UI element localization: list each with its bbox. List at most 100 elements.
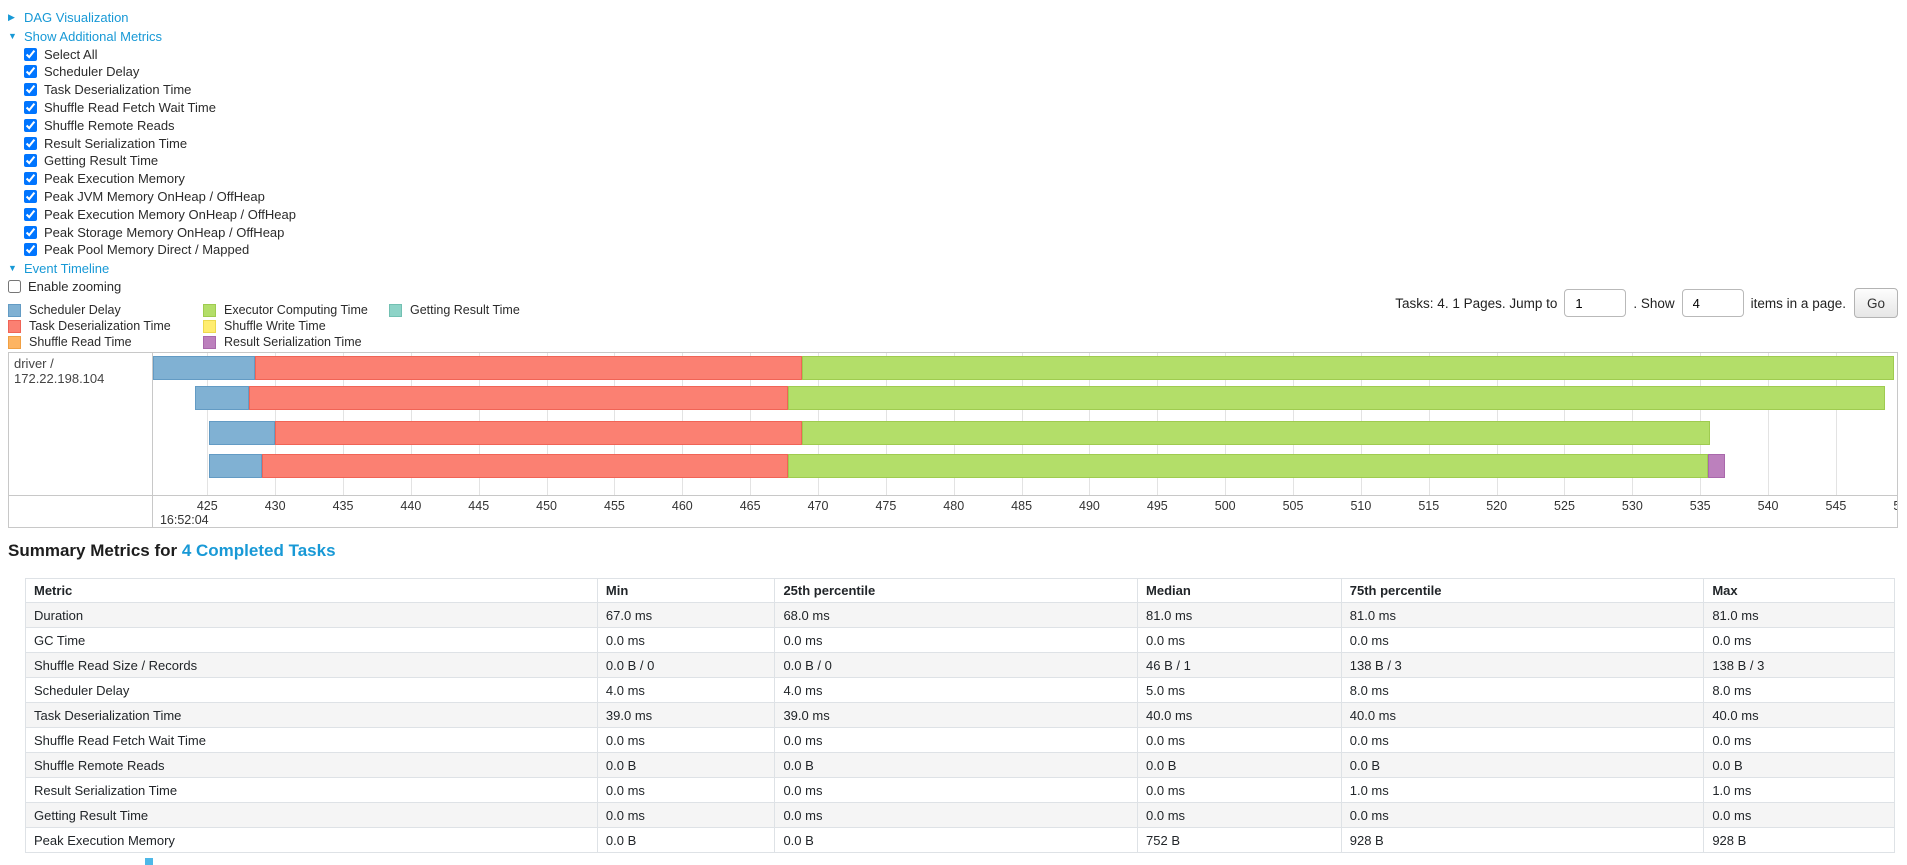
axis-tick-label: 510: [1350, 499, 1372, 513]
axis-tick-label: 495: [1146, 499, 1168, 513]
cutoff-element: [145, 858, 153, 865]
summary-title-prefix: Summary Metrics for: [8, 541, 182, 560]
table-cell: Result Serialization Time: [25, 777, 598, 803]
table-cell: 0.0 ms: [774, 802, 1139, 828]
go-button[interactable]: Go: [1853, 288, 1898, 318]
metric-checkbox[interactable]: [24, 136, 37, 150]
axis-tick-label: 480: [943, 499, 965, 513]
legend-label: Scheduler Delay: [29, 303, 121, 317]
task-bar-segment-task-deserialization[interactable]: [275, 421, 802, 445]
table-header-cell: 25th percentile: [774, 578, 1139, 603]
task-bar-segment-executor-computing[interactable]: [801, 356, 1895, 380]
task-bar-segment-executor-computing[interactable]: [788, 454, 1709, 478]
task-bar-segment-task-deserialization[interactable]: [254, 356, 802, 380]
table-header-cell: Min: [596, 578, 776, 603]
table-cell: Scheduler Delay: [25, 677, 598, 703]
metric-checkbox[interactable]: [24, 118, 37, 132]
table-cell: 0.0 B / 0: [596, 652, 776, 678]
expanded-arrow-icon: ▼: [8, 263, 17, 273]
dag-visualization-toggle[interactable]: ▶ DAG Visualization: [8, 8, 129, 26]
legend-column: Executor Computing Time Shuffle Write Tim…: [203, 302, 368, 350]
legend-item-result-serialization: Result Serialization Time: [203, 334, 368, 350]
metric-checkbox[interactable]: [24, 100, 37, 114]
axis-tick-label: 430: [264, 499, 286, 513]
enable-zooming-label: Enable zooming: [28, 278, 122, 294]
task-bar-segment-scheduler-delay[interactable]: [153, 356, 255, 380]
completed-tasks-link[interactable]: 4 Completed Tasks: [181, 541, 336, 560]
table-cell: 928 B: [1703, 827, 1895, 853]
show-additional-metrics-toggle[interactable]: ▼ Show Additional Metrics: [8, 27, 162, 45]
metric-checkbox-row: Getting Result Time: [24, 152, 158, 170]
axis-tick-label: 465: [739, 499, 761, 513]
metric-checkbox-label: Peak Pool Memory Direct / Mapped: [44, 242, 250, 258]
table-cell: 0.0 ms: [774, 777, 1139, 803]
table-cell: Shuffle Read Size / Records: [25, 652, 598, 678]
task-bar-segment-task-deserialization[interactable]: [249, 386, 789, 410]
metric-checkbox[interactable]: [24, 225, 37, 239]
table-cell: 0.0 B / 0: [774, 652, 1139, 678]
event-timeline-toggle[interactable]: ▼ Event Timeline: [8, 259, 109, 277]
legend-label: Shuffle Read Time: [29, 335, 132, 349]
metric-checkbox[interactable]: [24, 65, 37, 79]
getting-result-swatch-icon: [389, 303, 402, 317]
metric-checkbox[interactable]: [24, 172, 37, 186]
legend-item-task-deserialization: Task Deserialization Time: [8, 318, 171, 334]
task-bar-segment-executor-computing[interactable]: [801, 421, 1710, 445]
task-bar-segment-scheduler-delay[interactable]: [208, 454, 262, 478]
axis-tick-label: 450: [536, 499, 558, 513]
axis-time-label: 16:52:04: [159, 513, 209, 527]
table-cell: 0.0 B: [774, 827, 1139, 853]
shuffle-read-swatch-icon: [8, 335, 21, 349]
metric-checkbox-row: Peak JVM Memory OnHeap / OffHeap: [24, 187, 265, 205]
task-bar-segment-scheduler-delay[interactable]: [195, 386, 250, 410]
table-cell: 0.0 B: [1340, 752, 1705, 778]
table-row: Shuffle Remote Reads 0.0 B 0.0 B 0.0 B 0.0 B…: [25, 752, 1895, 778]
table-cell: 0.0 ms: [1137, 727, 1342, 753]
metric-checkbox-row: Peak Pool Memory Direct / Mapped: [24, 241, 249, 259]
timeline-plot-area[interactable]: 425 430 435 440 445 450 455 460 465 470 475 480 485 4…: [153, 353, 1897, 527]
table-header-cell: 75th percentile: [1340, 578, 1705, 603]
task-pagination: Tasks: 4. 1 Pages. Jump to . Show items …: [1395, 288, 1898, 318]
metric-checkbox[interactable]: [24, 189, 37, 203]
table-row: Duration 67.0 ms 68.0 ms 81.0 ms 81.0 ms 81.0…: [25, 602, 1895, 628]
shuffle-write-swatch-icon: [203, 319, 216, 333]
metric-checkbox-label: Peak Execution Memory OnHeap / OffHeap: [44, 206, 296, 222]
axis-tick-label: 505: [1282, 499, 1304, 513]
metric-checkbox[interactable]: [24, 243, 37, 257]
table-cell: 0.0 ms: [774, 627, 1139, 653]
enable-zooming-checkbox[interactable]: [8, 279, 21, 293]
task-bar-segment-task-deserialization[interactable]: [261, 454, 789, 478]
task-deserialization-swatch-icon: [8, 319, 21, 333]
metric-checkbox[interactable]: [24, 207, 37, 221]
task-bar-segment-executor-computing[interactable]: [788, 386, 1885, 410]
metric-checkbox[interactable]: [24, 83, 37, 97]
task-bar-segment-scheduler-delay[interactable]: [208, 421, 276, 445]
table-cell: 0.0 B: [1703, 752, 1895, 778]
summary-metrics-table: Metric Min 25th percentile Median 75th perce…: [25, 578, 1895, 853]
metric-checkbox[interactable]: [24, 47, 37, 61]
jump-to-page-input[interactable]: [1564, 289, 1627, 317]
legend-item-shuffle-read: Shuffle Read Time: [8, 334, 171, 350]
axis-tick-label: 550: [1893, 499, 1897, 513]
show-additional-metrics-link[interactable]: Show Additional Metrics: [24, 28, 163, 44]
axis-tick-label: 455: [604, 499, 625, 513]
task-bar-segment-result-serialization[interactable]: [1708, 454, 1725, 478]
table-cell: 0.0 ms: [774, 727, 1139, 753]
axis-tick-label: 525: [1554, 499, 1575, 513]
dag-visualization-link[interactable]: DAG Visualization: [24, 9, 129, 25]
table-cell: 8.0 ms: [1340, 677, 1705, 703]
metric-checkbox[interactable]: [24, 154, 37, 168]
items-in-page-text: items in a page.: [1750, 295, 1846, 311]
metric-checkbox-label: Getting Result Time: [44, 153, 159, 169]
items-per-page-input[interactable]: [1681, 289, 1744, 317]
collapsed-arrow-icon: ▶: [8, 11, 15, 22]
table-row: Task Deserialization Time 39.0 ms 39.0 ms 4…: [25, 702, 1895, 728]
table-cell: 138 B / 3: [1340, 652, 1705, 678]
event-timeline-chart: driver / 172.22.198.104 425 430 435 440 445 4…: [8, 352, 1898, 528]
time-axis-line: [9, 495, 1897, 496]
legend-label: Executor Computing Time: [224, 303, 368, 317]
event-timeline-link[interactable]: Event Timeline: [24, 260, 110, 276]
table-cell: 81.0 ms: [1703, 602, 1895, 628]
table-row: Shuffle Read Size / Records 0.0 B / 0 0.0 …: [25, 652, 1895, 678]
legend-item-getting-result: Getting Result Time: [389, 302, 520, 318]
